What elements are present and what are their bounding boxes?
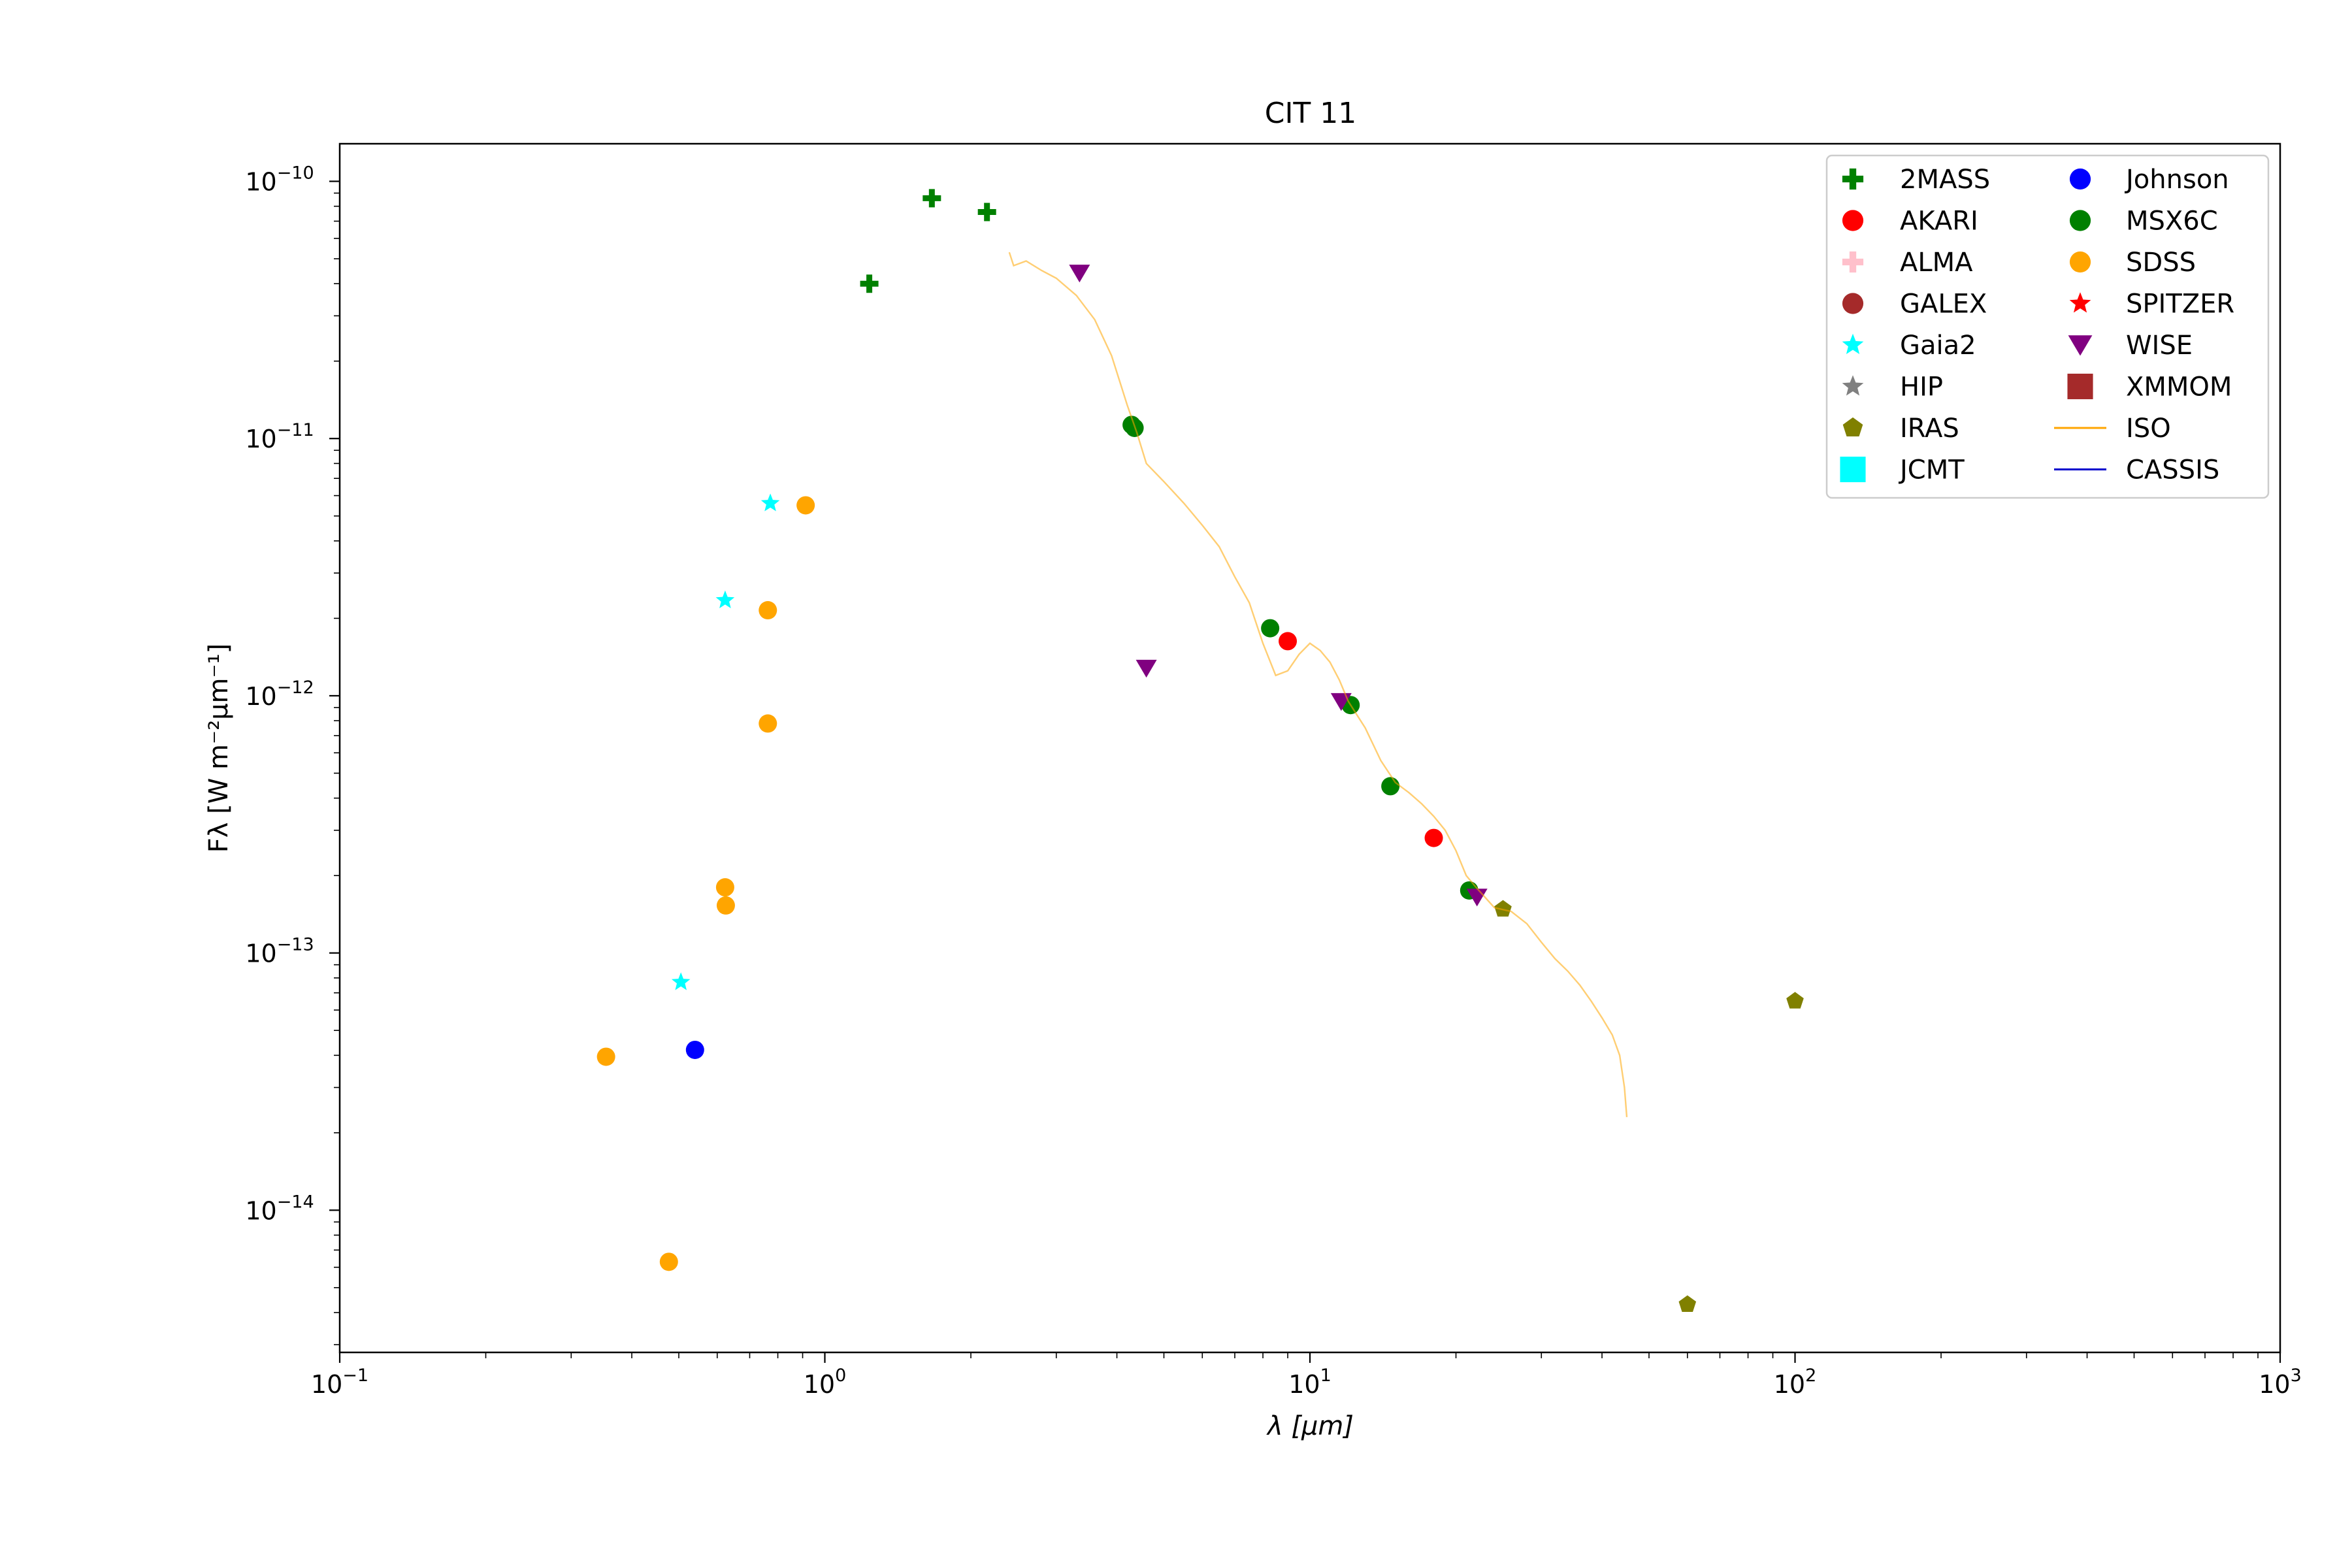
legend-swatch	[2069, 210, 2091, 231]
legend-item-akari: AKARI	[1842, 206, 1978, 237]
legend-item-spitzer: SPITZER	[2069, 289, 2234, 319]
series-gaia2	[671, 493, 780, 990]
legend-swatch	[1842, 293, 1864, 314]
series-sdss	[596, 496, 815, 1271]
series-johnson	[685, 1040, 704, 1059]
sdss-point	[715, 878, 734, 897]
sdss-point	[796, 496, 815, 515]
gaia2-point	[671, 972, 691, 990]
legend-swatch	[1842, 333, 1864, 354]
legend-label: GALEX	[1900, 289, 1987, 319]
iras-point	[1678, 1295, 1697, 1312]
johnson-point	[685, 1040, 704, 1059]
legend-swatch	[1842, 210, 1864, 231]
legend-swatch	[2069, 168, 2091, 190]
legend-label: MSX6C	[2126, 206, 2218, 237]
iras-point	[1494, 900, 1512, 917]
legend: 2MASS AKARI ALMA GALEX Gaia2 HIP IRAS JCMT Johns…	[1825, 154, 2270, 499]
legend-label: Gaia2	[1900, 331, 1976, 361]
legend-label: IRAS	[1900, 414, 1959, 444]
legend-label: 2MASS	[1900, 165, 1990, 195]
legend-swatch	[2068, 335, 2093, 356]
legend-item-2mass: 2MASS	[1842, 165, 1990, 195]
legend-swatch	[2069, 251, 2091, 273]
wise-point	[1069, 265, 1090, 283]
iras-point	[1786, 992, 1804, 1009]
legend-swatch	[1842, 251, 1864, 273]
legend-item-msx6c: MSX6C	[2069, 206, 2218, 237]
legend-swatch	[1842, 417, 1863, 436]
legend-item-iso: ISO	[2054, 414, 2171, 444]
legend-item-johnson: Johnson	[2069, 165, 2229, 195]
legend-swatch	[1842, 168, 1864, 190]
sdss-point	[596, 1047, 615, 1066]
series-wise	[1069, 265, 1488, 907]
legend-item-hip: HIP	[1842, 372, 1943, 402]
x-tick-label: 102	[1774, 1365, 1817, 1399]
legend-label: XMMOM	[2126, 372, 2232, 402]
msx6c-point	[1381, 777, 1400, 796]
legend-label: SDSS	[2126, 248, 2196, 278]
series-iso	[1008, 252, 1628, 1117]
wise-point	[1135, 659, 1157, 678]
legend-item-iras: IRAS	[1842, 414, 1959, 444]
series-iras	[1494, 900, 1804, 1312]
x-axis: 10−1 100 101 102 103	[311, 1352, 2302, 1399]
legend-label: Johnson	[2124, 165, 2229, 195]
series-layer	[596, 189, 1804, 1312]
x-tick-label: 10−1	[311, 1365, 368, 1399]
legend-label: HIP	[1900, 372, 1943, 402]
y-tick-label: 10−12	[245, 678, 314, 711]
legend-item-galex: GALEX	[1842, 289, 1987, 319]
legend-label: ISO	[2126, 414, 2171, 444]
gaia2-point	[715, 590, 735, 608]
legend-swatch	[1840, 456, 1866, 483]
msx6c-point	[1261, 619, 1280, 638]
x-tick-label: 100	[804, 1365, 847, 1399]
legend-swatch	[1842, 375, 1864, 396]
iso-spectrum	[1008, 252, 1628, 1117]
gaia2-point	[760, 493, 780, 512]
y-tick-label: 10−13	[245, 935, 314, 968]
x-tick-label: 101	[1288, 1365, 1331, 1399]
x-axis-label: λ [μm]	[1266, 1411, 1354, 1441]
series-2mass	[860, 189, 996, 293]
2mass-point	[977, 203, 996, 221]
legend-item-xmmom: XMMOM	[2067, 372, 2232, 402]
y-axis-label: Fλ [W m⁻²μm⁻¹]	[204, 644, 234, 853]
legend-swatch	[2067, 373, 2093, 400]
y-tick-label: 10−14	[245, 1192, 314, 1225]
y-tick-label: 10−11	[245, 420, 314, 453]
legend-item-sdss: SDSS	[2069, 248, 2196, 278]
sdss-point	[659, 1252, 678, 1271]
legend-label: ALMA	[1900, 248, 1973, 278]
sdss-point	[759, 714, 777, 733]
legend-item-gaia2: Gaia2	[1842, 331, 1976, 361]
x-tick-label: 103	[2259, 1365, 2302, 1399]
legend-frame	[1825, 154, 2270, 499]
legend-swatch	[2069, 292, 2091, 313]
sdss-point	[716, 896, 735, 915]
legend-item-cassis: CASSIS	[2054, 455, 2219, 485]
2mass-point	[860, 274, 879, 293]
legend-label: JCMT	[1898, 455, 1965, 485]
y-tick-label: 10−10	[245, 163, 314, 197]
legend-label: AKARI	[1900, 206, 1978, 237]
2mass-point	[923, 189, 941, 208]
legend-label: WISE	[2126, 331, 2193, 361]
series-akari	[1279, 632, 1443, 847]
legend-item-jcmt: JCMT	[1840, 455, 1965, 485]
legend-label: SPITZER	[2126, 289, 2234, 319]
legend-item-alma: ALMA	[1842, 248, 1973, 278]
legend-item-wise: WISE	[2068, 331, 2193, 361]
sdss-point	[759, 601, 777, 620]
akari-point	[1279, 632, 1298, 651]
akari-point	[1424, 828, 1443, 847]
series-msx6c	[1122, 416, 1478, 900]
chart-title: CIT 11	[1265, 97, 1357, 130]
y-axis: 10−14 10−13 10−12 10−11 10−10	[245, 163, 340, 1346]
legend-label: CASSIS	[2126, 455, 2219, 485]
